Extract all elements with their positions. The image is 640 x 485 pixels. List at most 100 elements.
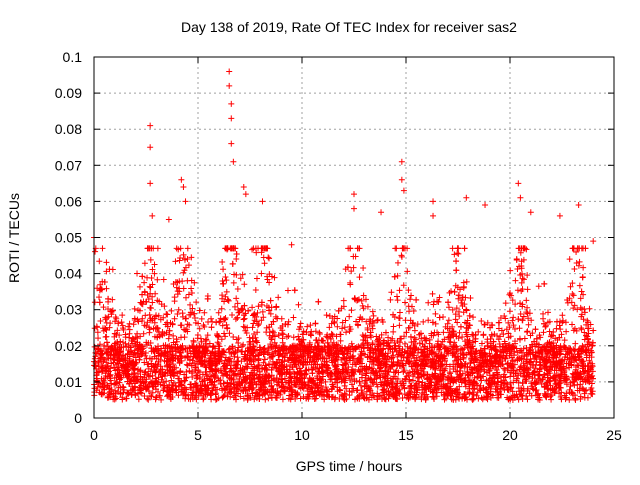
data-point xyxy=(402,386,408,392)
data-point xyxy=(453,258,459,264)
data-point xyxy=(392,274,398,280)
data-point xyxy=(136,396,142,402)
data-point xyxy=(536,283,542,289)
data-point xyxy=(148,257,154,263)
data-point xyxy=(446,317,452,323)
data-point xyxy=(447,369,453,375)
data-point xyxy=(134,270,140,276)
data-point xyxy=(515,287,521,293)
data-point xyxy=(181,285,187,291)
data-point xyxy=(262,397,268,403)
data-point xyxy=(231,280,237,286)
data-point xyxy=(220,266,226,272)
data-point xyxy=(402,317,408,323)
data-point xyxy=(396,322,402,328)
data-point xyxy=(577,259,583,265)
data-point xyxy=(254,275,260,281)
data-point xyxy=(103,286,109,292)
data-point xyxy=(182,334,188,340)
data-point xyxy=(191,311,197,317)
data-point xyxy=(540,329,546,335)
data-point xyxy=(95,329,101,335)
data-point xyxy=(395,260,401,266)
data-point xyxy=(147,305,153,311)
data-point xyxy=(316,330,322,336)
data-point xyxy=(176,307,182,313)
data-point xyxy=(484,339,490,345)
data-point xyxy=(507,268,513,274)
data-point xyxy=(180,310,186,316)
data-point xyxy=(247,335,253,341)
data-point xyxy=(223,277,229,283)
data-point xyxy=(152,291,158,297)
data-point xyxy=(154,277,160,283)
data-point xyxy=(346,314,352,320)
data-point xyxy=(222,274,228,280)
data-point xyxy=(562,337,568,343)
data-point xyxy=(262,260,268,266)
data-point xyxy=(125,324,131,330)
data-point xyxy=(280,396,286,402)
data-point xyxy=(557,326,563,332)
data-point xyxy=(255,310,261,316)
data-point xyxy=(324,312,330,318)
data-point xyxy=(425,300,431,306)
data-point xyxy=(454,320,460,326)
data-point xyxy=(142,260,148,266)
data-point xyxy=(406,377,412,383)
data-point xyxy=(354,387,360,393)
data-point xyxy=(585,395,591,401)
data-point xyxy=(512,326,518,332)
data-point xyxy=(458,300,464,306)
data-point xyxy=(96,258,102,264)
data-point xyxy=(266,255,272,261)
data-point xyxy=(192,315,198,321)
data-point xyxy=(461,280,467,286)
data-point xyxy=(177,368,183,374)
data-point xyxy=(522,245,528,251)
data-point xyxy=(542,324,548,330)
data-point xyxy=(454,250,460,256)
data-point xyxy=(441,397,447,403)
data-point xyxy=(569,321,575,327)
data-point xyxy=(208,396,214,402)
data-point xyxy=(512,278,518,284)
data-point xyxy=(234,251,240,257)
data-point xyxy=(467,295,473,301)
data-point xyxy=(408,293,414,299)
data-point xyxy=(242,316,248,322)
data-point xyxy=(183,295,189,301)
data-point xyxy=(229,312,235,318)
data-point xyxy=(342,383,348,389)
data-point xyxy=(131,370,137,376)
data-point xyxy=(132,315,138,321)
data-point xyxy=(392,245,398,251)
data-point xyxy=(466,391,472,397)
data-point xyxy=(341,298,347,304)
data-point xyxy=(222,333,228,339)
data-point xyxy=(172,294,178,300)
data-point xyxy=(408,334,414,340)
data-point xyxy=(219,306,225,312)
data-point xyxy=(437,314,443,320)
data-point xyxy=(417,340,423,346)
data-point xyxy=(589,343,595,349)
data-point xyxy=(455,245,461,251)
data-point xyxy=(99,245,105,251)
data-point xyxy=(103,259,109,265)
data-point xyxy=(480,331,486,337)
data-point xyxy=(235,286,241,292)
data-point xyxy=(175,291,181,297)
data-point xyxy=(563,329,569,335)
data-point xyxy=(253,287,259,293)
data-point xyxy=(235,354,241,360)
data-point xyxy=(226,298,232,304)
data-point xyxy=(92,249,98,255)
data-point xyxy=(174,245,180,251)
data-point xyxy=(232,304,238,310)
data-point xyxy=(304,324,310,330)
data-point xyxy=(104,339,110,345)
data-points xyxy=(91,68,596,403)
data-point xyxy=(146,330,152,336)
